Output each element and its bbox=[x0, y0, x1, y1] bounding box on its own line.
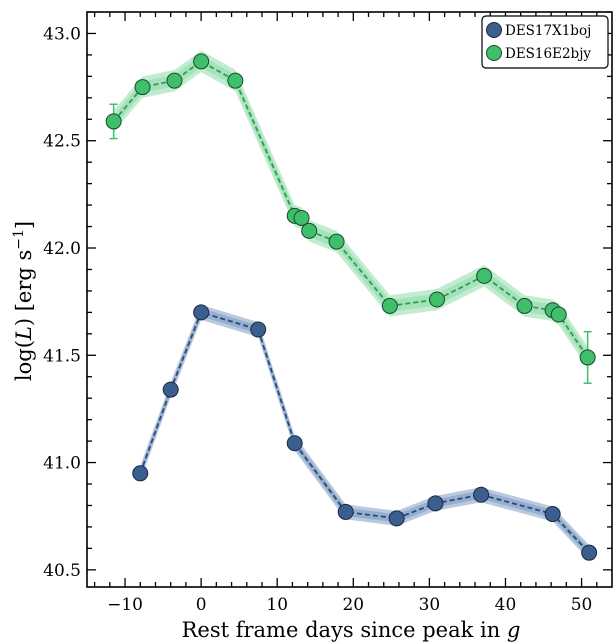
x-tick-label: 50 bbox=[571, 595, 593, 615]
data-point-des17x1boj bbox=[427, 495, 444, 512]
data-point-des16e2bjy bbox=[193, 53, 210, 70]
y-tick-label: 40.5 bbox=[43, 561, 81, 581]
data-point-des17x1boj bbox=[388, 510, 405, 527]
data-point-des16e2bjy bbox=[328, 233, 345, 250]
y-tick-label: 42.0 bbox=[43, 239, 81, 259]
x-tick-label: 20 bbox=[342, 595, 364, 615]
plot-frame bbox=[86, 11, 613, 588]
legend-marker-des16e2bjy bbox=[486, 45, 502, 61]
data-point-des17x1boj bbox=[581, 544, 598, 561]
series-line-des16e2bjy bbox=[112, 60, 589, 358]
data-point-des16e2bjy bbox=[476, 267, 493, 284]
y-axis-label: log(L) [erg s−1] bbox=[11, 221, 36, 381]
legend-label-des17x1boj: DES17X1boj bbox=[505, 23, 591, 39]
data-point-des16e2bjy bbox=[381, 297, 398, 314]
inner-band-des16e2bjy bbox=[113, 55, 588, 364]
x-tick-label: 40 bbox=[495, 595, 517, 615]
data-point-des16e2bjy bbox=[227, 72, 244, 89]
y-tick-label: 41.0 bbox=[43, 454, 81, 474]
legend: DES17X1boj DES16E2bjy bbox=[481, 15, 609, 69]
data-point-des16e2bjy bbox=[579, 349, 596, 366]
x-tick-label: 30 bbox=[419, 595, 441, 615]
data-point-des16e2bjy bbox=[293, 209, 310, 226]
x-tick-label: 10 bbox=[266, 595, 288, 615]
x-tick-label: −10 bbox=[107, 595, 143, 615]
legend-label-des16e2bjy: DES16E2bjy bbox=[505, 46, 591, 62]
data-point-des16e2bjy bbox=[550, 306, 567, 323]
data-point-des17x1boj bbox=[286, 435, 303, 452]
x-axis-label: Rest frame days since peak in g bbox=[182, 618, 521, 642]
data-point-des17x1boj bbox=[544, 506, 561, 523]
x-tick-label: 0 bbox=[196, 595, 207, 615]
y-tick-label: 43.0 bbox=[43, 24, 81, 44]
plot-area bbox=[105, 50, 598, 561]
data-point-des16e2bjy bbox=[134, 79, 151, 96]
data-point-des16e2bjy bbox=[166, 72, 183, 89]
data-point-des17x1boj bbox=[132, 465, 149, 482]
uncertainty-band-des17x1boj bbox=[140, 304, 590, 561]
data-point-des16e2bjy bbox=[301, 222, 318, 239]
data-point-des16e2bjy bbox=[429, 291, 445, 308]
y-tick-label: 41.5 bbox=[43, 346, 81, 366]
data-point-des17x1boj bbox=[473, 486, 490, 503]
y-tick-label: 42.5 bbox=[43, 132, 81, 152]
data-point-des17x1boj bbox=[250, 321, 267, 338]
data-point-des17x1boj bbox=[337, 503, 354, 520]
data-point-des17x1boj bbox=[193, 304, 210, 321]
axis-ticks bbox=[87, 11, 612, 587]
data-point-des16e2bjy bbox=[105, 113, 122, 130]
data-point-des17x1boj bbox=[162, 381, 179, 398]
legend-marker-des17x1boj bbox=[486, 22, 502, 38]
uncertainty-band-des16e2bjy bbox=[113, 50, 588, 369]
data-point-des16e2bjy bbox=[516, 297, 533, 314]
